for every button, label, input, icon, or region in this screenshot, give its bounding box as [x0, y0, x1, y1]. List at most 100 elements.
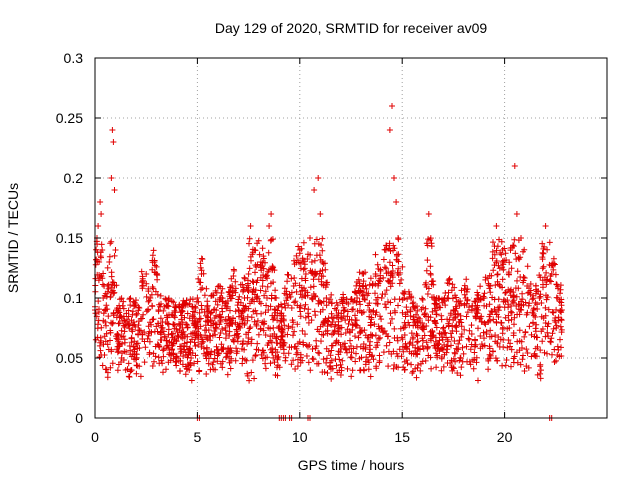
data-point	[160, 353, 167, 360]
data-point	[230, 266, 237, 273]
data-point	[454, 370, 461, 376]
data-point	[234, 334, 241, 341]
data-point	[442, 290, 449, 296]
data-point	[452, 358, 459, 365]
data-point	[239, 316, 246, 323]
data-point	[397, 325, 404, 332]
x-axis-label: GPS time / hours	[298, 457, 405, 473]
data-point	[133, 362, 140, 369]
data-point	[107, 293, 114, 300]
data-point	[361, 296, 368, 302]
data-point	[115, 320, 122, 327]
data-point	[410, 299, 417, 306]
data-point	[160, 328, 167, 335]
data-point	[202, 322, 209, 329]
data-point	[100, 310, 107, 317]
data-point	[500, 261, 507, 268]
data-point	[539, 338, 546, 345]
data-point	[302, 293, 309, 300]
data-point	[508, 309, 515, 316]
data-point	[442, 329, 449, 336]
data-point	[194, 295, 201, 301]
data-point	[524, 309, 531, 316]
data-point	[155, 342, 162, 349]
data-point	[377, 334, 383, 341]
data-point	[498, 320, 505, 326]
data-point	[293, 288, 300, 295]
data-point	[254, 277, 261, 284]
data-point	[152, 353, 159, 360]
data-point	[122, 321, 129, 328]
data-point	[348, 373, 355, 380]
data-point	[216, 350, 222, 357]
data-point	[408, 361, 415, 368]
data-point	[429, 329, 436, 335]
data-point	[204, 304, 211, 310]
data-point	[173, 355, 180, 361]
data-point	[322, 266, 329, 273]
data-point	[95, 321, 101, 328]
data-point	[395, 235, 402, 241]
data-point	[313, 270, 320, 277]
data-point	[329, 319, 336, 325]
data-point	[110, 139, 117, 145]
data-point	[436, 348, 443, 355]
data-point	[557, 323, 564, 330]
data-point	[398, 334, 405, 341]
data-point	[458, 323, 465, 330]
data-point	[299, 255, 306, 262]
data-point	[223, 350, 230, 357]
data-point	[463, 313, 470, 320]
data-point	[187, 345, 193, 352]
data-point	[121, 328, 128, 335]
data-point	[285, 302, 292, 309]
data-point	[257, 326, 264, 333]
data-point	[295, 243, 302, 250]
data-point	[425, 236, 432, 243]
data-point	[251, 247, 258, 253]
data-point	[433, 311, 440, 318]
data-point	[111, 282, 118, 289]
data-point	[457, 355, 464, 362]
y-tick-label: 0.1	[64, 290, 84, 306]
x-tick-label: 20	[497, 429, 513, 445]
data-point	[172, 304, 178, 311]
data-point	[419, 343, 426, 349]
data-point	[391, 362, 398, 368]
data-point	[227, 307, 233, 314]
data-point	[362, 346, 369, 352]
data-point	[225, 313, 232, 320]
data-point	[547, 339, 554, 346]
data-point	[499, 247, 506, 253]
data-point	[241, 275, 248, 282]
data-point	[245, 271, 252, 277]
data-point	[471, 298, 478, 305]
data-point	[558, 329, 565, 336]
data-point	[232, 278, 239, 285]
data-point	[449, 367, 456, 374]
data-point	[376, 359, 383, 366]
data-point	[387, 310, 394, 317]
data-point	[305, 306, 312, 313]
data-point	[523, 346, 530, 353]
data-point	[423, 267, 430, 274]
data-point	[196, 316, 203, 323]
data-point	[171, 325, 178, 332]
data-point	[231, 338, 237, 345]
data-point	[490, 267, 497, 274]
data-point	[366, 281, 373, 288]
data-point	[95, 298, 102, 305]
data-point	[490, 239, 496, 246]
data-point	[492, 355, 499, 362]
data-point	[489, 248, 496, 255]
data-point	[491, 306, 498, 313]
data-point	[386, 259, 393, 266]
data-point	[489, 348, 496, 355]
data-point	[345, 320, 352, 327]
data-point	[203, 371, 210, 377]
data-point	[549, 351, 555, 358]
data-point	[340, 291, 347, 298]
data-point	[383, 287, 390, 294]
data-point	[241, 295, 248, 301]
data-point	[474, 291, 481, 298]
